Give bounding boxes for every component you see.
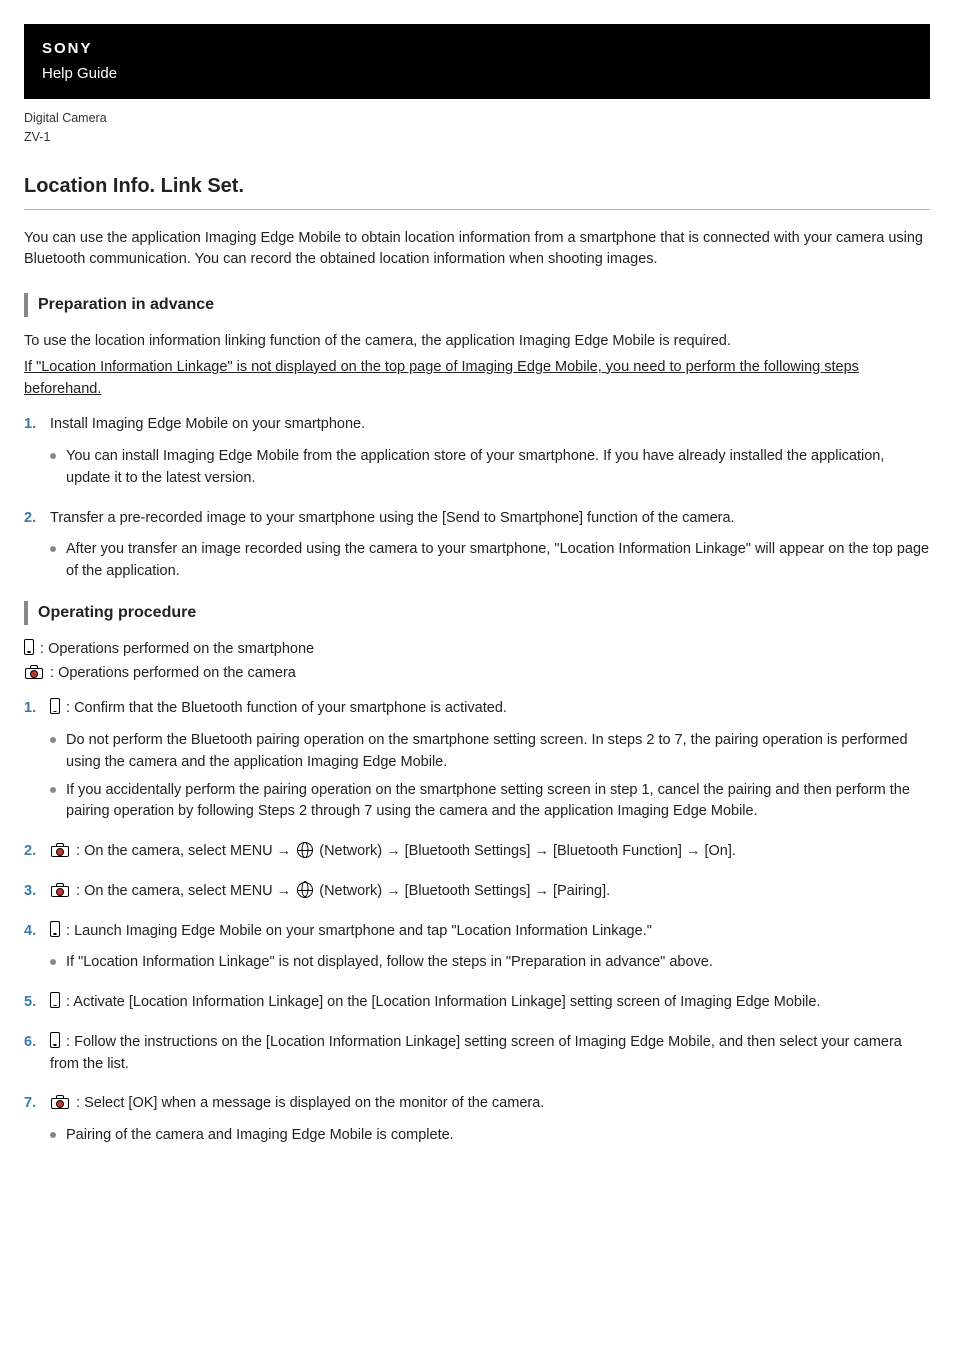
legend: : Operations performed on the smartphone…: [24, 639, 930, 685]
op-step-7-text: : Select [OK] when a message is displaye…: [76, 1095, 544, 1111]
op-step-4-bullets: If "Location Information Linkage" is not…: [50, 952, 930, 974]
op-step-6-text: : Follow the instructions on the [Locati…: [50, 1034, 902, 1072]
globe-icon: [297, 882, 313, 898]
brand-logo: SONY: [42, 38, 912, 61]
camera-icon: [50, 883, 70, 897]
product-line1: Digital Camera: [24, 109, 930, 128]
op-step-3: : On the camera, select MENU → (Network)…: [24, 881, 930, 903]
legend-phone-text: : Operations performed on the smartphone: [40, 641, 314, 657]
op-step-3-post: (Network) → [Bluetooth Settings] → [Pair…: [319, 883, 610, 899]
phone-icon: [50, 992, 60, 1008]
op-step-2-post: (Network) → [Bluetooth Settings] → [Blue…: [319, 843, 736, 859]
op-step-1-bullets: Do not perform the Bluetooth pairing ope…: [50, 730, 930, 823]
op-step-7-bullet-1: Pairing of the camera and Imaging Edge M…: [50, 1125, 930, 1147]
intro-text: You can use the application Imaging Edge…: [24, 228, 930, 272]
op-step-1-bullet-1: Do not perform the Bluetooth pairing ope…: [50, 730, 930, 774]
prep-step-2-text: Transfer a pre-recorded image to your sm…: [50, 510, 735, 526]
header-subtitle: Help Guide: [42, 65, 117, 82]
op-step-2: : On the camera, select MENU → (Network)…: [24, 841, 930, 863]
prep-step-1-bullet-1: You can install Imaging Edge Mobile from…: [50, 446, 930, 490]
prep-text2-link[interactable]: If "Location Information Linkage" is not…: [24, 357, 930, 401]
legend-camera-text: : Operations performed on the camera: [50, 665, 296, 681]
prep-step-2-bullet-1: After you transfer an image recorded usi…: [50, 539, 930, 583]
product-line2: ZV-1: [24, 128, 930, 147]
product-info: Digital Camera ZV-1: [24, 109, 930, 147]
prep-heading: Preparation in advance: [24, 293, 930, 317]
op-step-3-pre: : On the camera, select MENU →: [76, 883, 295, 899]
legend-camera: : Operations performed on the camera: [24, 663, 930, 685]
prep-step-2: Transfer a pre-recorded image to your sm…: [24, 508, 930, 583]
operating-heading: Operating procedure: [24, 601, 930, 625]
op-step-2-pre: : On the camera, select MENU →: [76, 843, 295, 859]
globe-icon: [297, 842, 313, 858]
op-step-5: : Activate [Location Information Linkage…: [24, 992, 930, 1014]
header-bar: SONY Help Guide: [24, 24, 930, 99]
op-step-1: : Confirm that the Bluetooth function of…: [24, 698, 930, 823]
prep-text1: To use the location information linking …: [24, 331, 930, 353]
op-step-4-bullet-1: If "Location Information Linkage" is not…: [50, 952, 930, 974]
op-step-6: : Follow the instructions on the [Locati…: [24, 1032, 930, 1076]
phone-icon: [24, 639, 34, 655]
legend-phone: : Operations performed on the smartphone: [24, 639, 930, 661]
phone-icon: [50, 921, 60, 937]
phone-icon: [50, 1032, 60, 1048]
title-rule: [24, 209, 930, 210]
operating-steps: : Confirm that the Bluetooth function of…: [24, 698, 930, 1147]
camera-icon: [50, 1095, 70, 1109]
op-step-1-bullet-2: If you accidentally perform the pairing …: [50, 780, 930, 824]
prep-steps: Install Imaging Edge Mobile on your smar…: [24, 414, 930, 583]
op-step-7: : Select [OK] when a message is displaye…: [24, 1093, 930, 1147]
op-step-7-bullets: Pairing of the camera and Imaging Edge M…: [50, 1125, 930, 1147]
op-step-5-text: : Activate [Location Information Linkage…: [66, 994, 820, 1010]
prep-step-1-text: Install Imaging Edge Mobile on your smar…: [50, 416, 365, 432]
prep-step-1: Install Imaging Edge Mobile on your smar…: [24, 414, 930, 489]
op-step-4-text: : Launch Imaging Edge Mobile on your sma…: [66, 923, 652, 939]
prep-step-2-bullets: After you transfer an image recorded usi…: [50, 539, 930, 583]
camera-icon: [50, 843, 70, 857]
page: SONY Help Guide Digital Camera ZV-1 Loca…: [0, 0, 954, 1213]
prep-step-1-bullets: You can install Imaging Edge Mobile from…: [50, 446, 930, 490]
page-title: Location Info. Link Set.: [24, 171, 930, 201]
phone-icon: [50, 698, 60, 714]
op-step-4: : Launch Imaging Edge Mobile on your sma…: [24, 921, 930, 975]
op-step-1-text: : Confirm that the Bluetooth function of…: [66, 700, 507, 716]
camera-icon: [24, 665, 44, 679]
